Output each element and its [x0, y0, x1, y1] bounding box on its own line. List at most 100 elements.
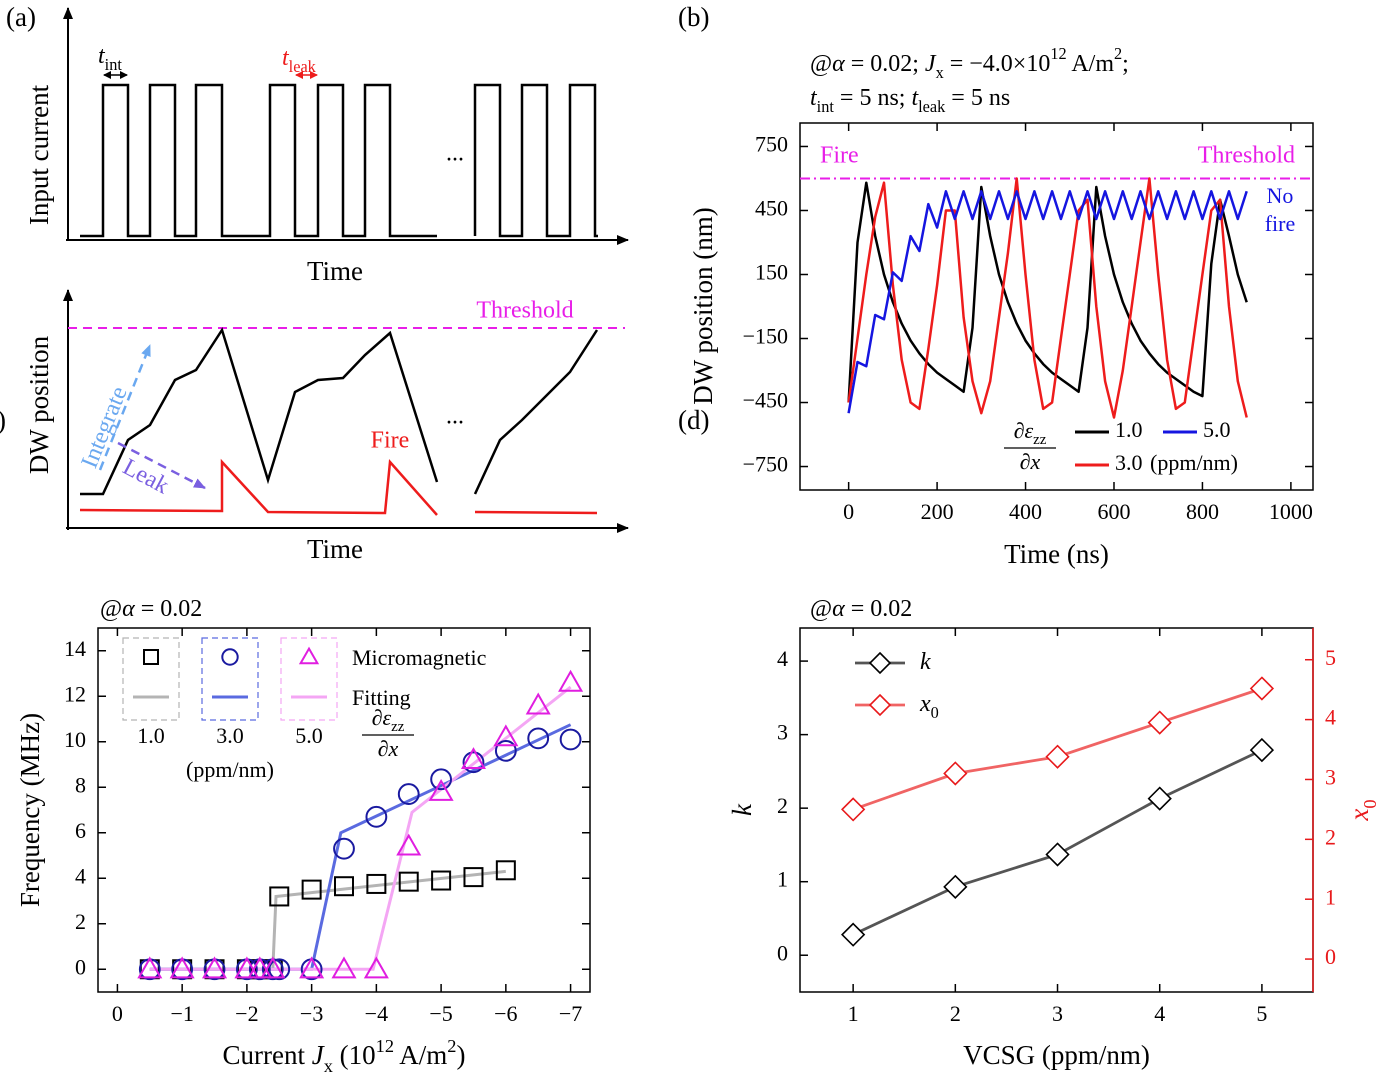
dw-trace: [80, 327, 439, 496]
y-tick-label: 2: [75, 909, 86, 934]
annotation: tint = 5 ns; tleak = 5 ns: [810, 85, 1010, 117]
data-marker: [260, 956, 286, 979]
legend-label: 1.0: [1115, 417, 1143, 442]
ellipsis: ...: [446, 404, 464, 430]
text-part: ): [456, 1040, 465, 1070]
text-part: A/m: [394, 1040, 447, 1070]
x-axis-label: VCSG (ppm/nm): [963, 1040, 1150, 1070]
fit-line: [149, 685, 572, 971]
y-tick-label: 1: [777, 867, 788, 892]
legend-title: ∂x: [1020, 449, 1041, 474]
fire-trace: [79, 458, 438, 516]
data-marker: [301, 879, 322, 900]
text-part: α: [122, 596, 135, 622]
data-marker: [234, 956, 260, 979]
data-marker: [268, 958, 291, 981]
x-tick-label: 600: [1097, 499, 1130, 524]
text-part: k: [920, 649, 931, 675]
legend-box: [280, 637, 338, 721]
y2-tick-label: 5: [1325, 645, 1336, 670]
x-tick-label: 0: [843, 499, 854, 524]
text-part: = 0.02: [135, 596, 203, 622]
y2-tick-label: 1: [1325, 884, 1336, 909]
leak-label: Leak: [118, 454, 173, 499]
y-tick-label: 3: [777, 720, 788, 745]
text-part: x: [919, 691, 931, 717]
y-tick-label: −750: [743, 452, 788, 477]
text-part: @: [810, 596, 832, 622]
text-part: 0: [931, 703, 939, 722]
plot-frame: [799, 627, 1314, 993]
annotation: @α = 0.02: [100, 596, 202, 622]
y-tick-label: 4: [75, 863, 86, 888]
x-tick-label: −7: [559, 1001, 582, 1026]
data-marker: [430, 768, 453, 791]
data-marker: [365, 805, 388, 828]
data-marker: [363, 956, 389, 979]
annotation: @α = 0.02: [810, 596, 912, 622]
pulse-train: [80, 83, 437, 238]
text-part: = 0.02;: [845, 51, 925, 77]
text-part: A/m: [1067, 51, 1115, 77]
x-tick-label: 200: [921, 499, 954, 524]
text-part: x: [936, 63, 944, 82]
y-tick-label: 12: [64, 681, 86, 706]
data-marker: [396, 833, 422, 856]
text-part: 12: [376, 1036, 394, 1056]
integrate-label: Integrate: [77, 383, 133, 472]
x-tick-label: −3: [300, 1001, 323, 1026]
data-line: [847, 177, 1248, 419]
legend-label: 3.0: [1115, 450, 1143, 475]
x-axis-label: Time (ns): [1004, 539, 1109, 569]
text-part: α: [832, 51, 845, 77]
x-tick-label: 800: [1186, 499, 1219, 524]
panel-a: (a) tint tleak ... Input current Time Th…: [6, 2, 629, 564]
text-part: ;: [1122, 51, 1129, 77]
legend-row-label: Fitting: [352, 685, 411, 710]
y-axis-label: DW position: [24, 335, 54, 474]
x-tick-label: −6: [494, 1001, 517, 1026]
data-marker: [1045, 842, 1070, 867]
text-part: x: [324, 1056, 333, 1076]
legend-label: 1.0: [137, 723, 165, 748]
threshold-label: Fire: [820, 143, 859, 169]
data-marker: [1045, 744, 1070, 769]
x-axis-label: Current Jx (1012 A/m2): [223, 1036, 466, 1076]
data-marker: [334, 876, 354, 897]
threshold-label: Threshold: [476, 298, 573, 324]
legend-box: [201, 637, 259, 721]
x-tick-label: −4: [365, 1001, 388, 1026]
legend-label: x0: [919, 691, 939, 723]
y-tick-label: 450: [755, 196, 788, 221]
text-part: x: [1030, 449, 1041, 474]
legend-label: 5.0: [1203, 417, 1231, 442]
data-marker: [202, 956, 228, 979]
x-tick-label: 1: [848, 1001, 859, 1026]
legend-unit: (ppm/nm): [1150, 450, 1238, 475]
x-tick-label: 400: [1009, 499, 1042, 524]
y-tick-label: 6: [75, 818, 86, 843]
legend-label: k: [920, 649, 931, 675]
data-marker: [462, 751, 485, 774]
data-marker: [494, 739, 517, 762]
data-marker: [558, 669, 584, 692]
panel-label: (b): [678, 2, 709, 32]
legend-marker: [868, 651, 892, 675]
data-marker: [431, 870, 452, 891]
no-fire-label: fire: [1265, 211, 1296, 236]
data-line: [847, 181, 1248, 403]
y-tick-label: 14: [64, 636, 86, 661]
fire-trace: [474, 510, 598, 515]
legend-label: 3.0: [216, 723, 244, 748]
x-tick-label: 5: [1256, 1001, 1267, 1026]
text-part: t: [911, 85, 919, 111]
ellipsis: ...: [446, 141, 464, 167]
text-part: t: [98, 43, 106, 69]
panel-label: (c): [0, 405, 6, 435]
dw-trace: [473, 329, 599, 495]
y-tick-label: 750: [755, 132, 788, 157]
text-part: zz: [1033, 432, 1047, 448]
text-part: α: [832, 596, 845, 622]
plot-frame: [97, 627, 591, 993]
text-part: @: [100, 596, 122, 622]
